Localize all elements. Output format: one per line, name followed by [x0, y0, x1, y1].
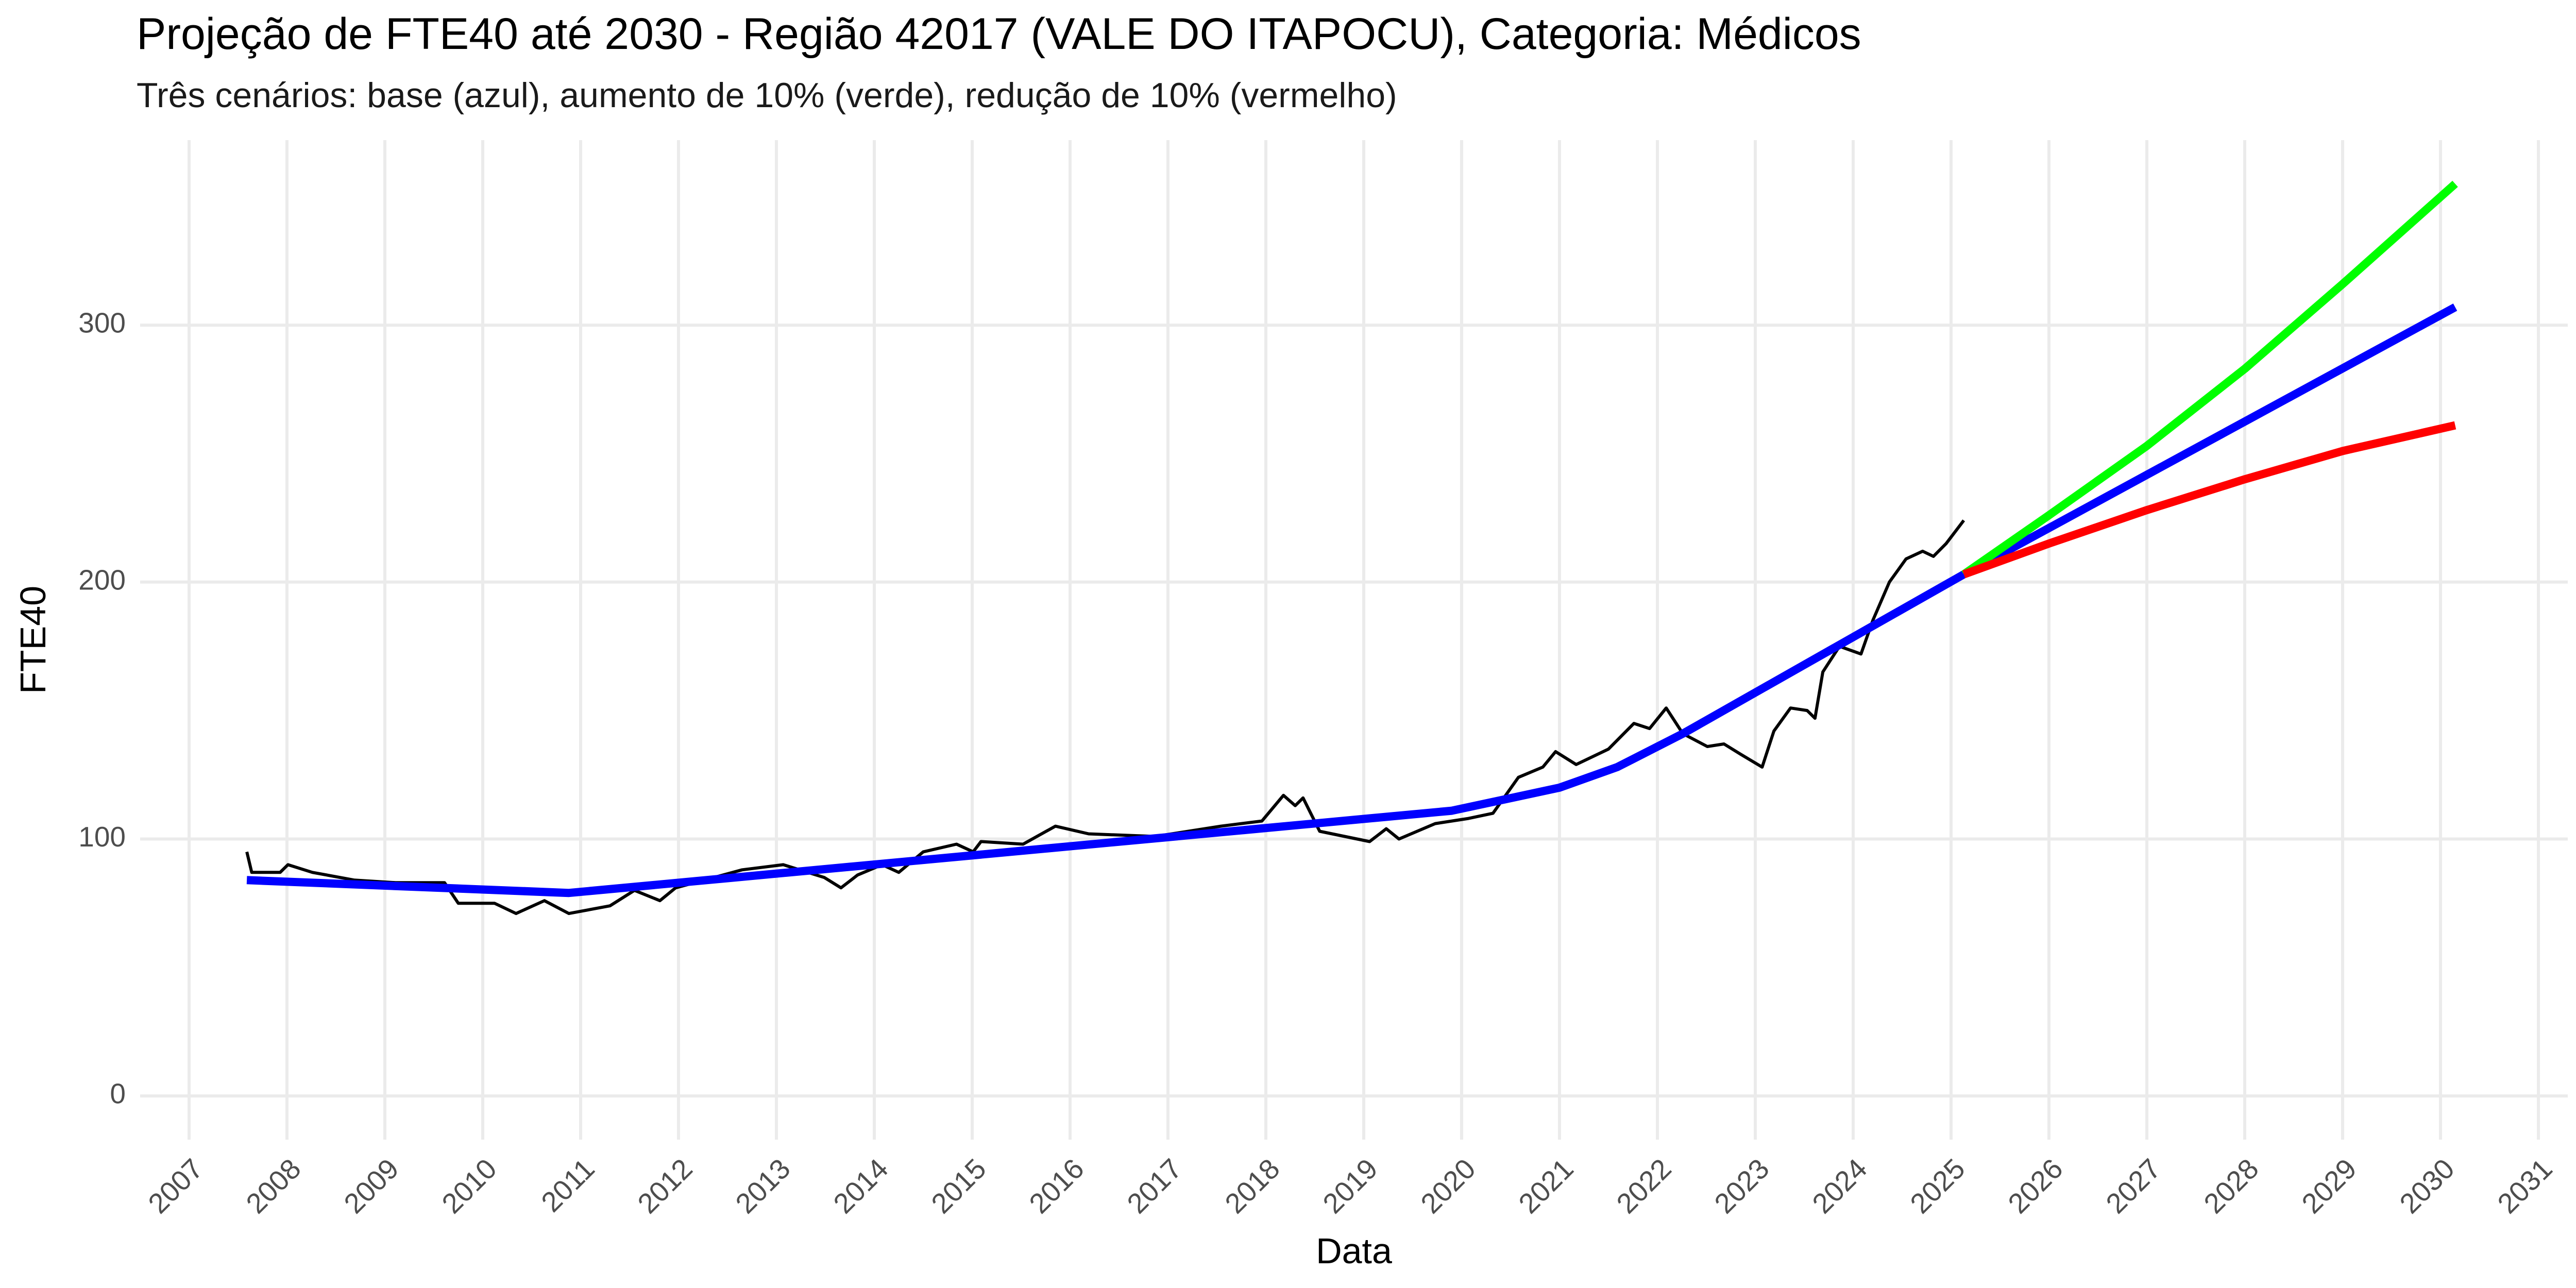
series-line — [1962, 421, 2456, 579]
x-tick-label: 2016 — [1023, 1153, 1090, 1219]
x-tick-label: 2014 — [827, 1153, 894, 1219]
grid — [140, 140, 2568, 1140]
x-tick-label: 2012 — [631, 1153, 698, 1219]
x-tick-label: 2031 — [2491, 1153, 2558, 1219]
chart-title: Projeção de FTE40 até 2030 - Região 4201… — [137, 9, 1861, 59]
x-tick-label: 2008 — [240, 1153, 307, 1219]
x-tick-label: 2023 — [1708, 1153, 1775, 1219]
x-tick-label: 2009 — [337, 1153, 404, 1219]
y-tick-label: 200 — [78, 564, 126, 596]
x-tick-label: 2019 — [1316, 1153, 1383, 1219]
y-tick-label: 100 — [78, 821, 126, 853]
x-tick-label: 2028 — [2197, 1153, 2264, 1219]
series-line — [246, 303, 2458, 897]
x-tick-label: 2024 — [1806, 1153, 1873, 1219]
x-tick-label: 2015 — [925, 1153, 992, 1219]
x-tick-label: 2013 — [729, 1153, 796, 1219]
x-tick-label: 2020 — [1414, 1153, 1481, 1219]
x-tick-label: 2022 — [1610, 1153, 1677, 1219]
plot-lines — [245, 180, 2458, 916]
y-axis-title: FTE40 — [13, 586, 53, 694]
series-line — [1961, 180, 2458, 578]
x-tick-label: 2029 — [2295, 1153, 2362, 1219]
x-tick-label: 2025 — [1904, 1153, 1971, 1219]
series-line — [245, 519, 1965, 916]
x-tick-label: 2027 — [2099, 1153, 2166, 1219]
chart-subtitle: Três cenários: base (azul), aumento de 1… — [137, 76, 1397, 115]
x-tick-label: 2007 — [142, 1153, 209, 1219]
x-tick-label: 2030 — [2393, 1153, 2460, 1219]
x-tick-label: 2026 — [2002, 1153, 2069, 1219]
x-tick-label: 2021 — [1512, 1153, 1579, 1219]
x-axis-title: Data — [1316, 1231, 1392, 1271]
y-tick-label: 0 — [110, 1078, 126, 1110]
y-tick-label: 300 — [78, 307, 126, 339]
x-tick-label: 2018 — [1218, 1153, 1285, 1219]
x-tick-label: 2017 — [1121, 1153, 1188, 1219]
x-tick-label: 2010 — [435, 1153, 502, 1219]
x-tick-label: 2011 — [535, 1153, 600, 1218]
tick-labels: 0 100 200 300 2007 2008 2009 2010 2011 2012 2013 20… — [78, 307, 2558, 1220]
